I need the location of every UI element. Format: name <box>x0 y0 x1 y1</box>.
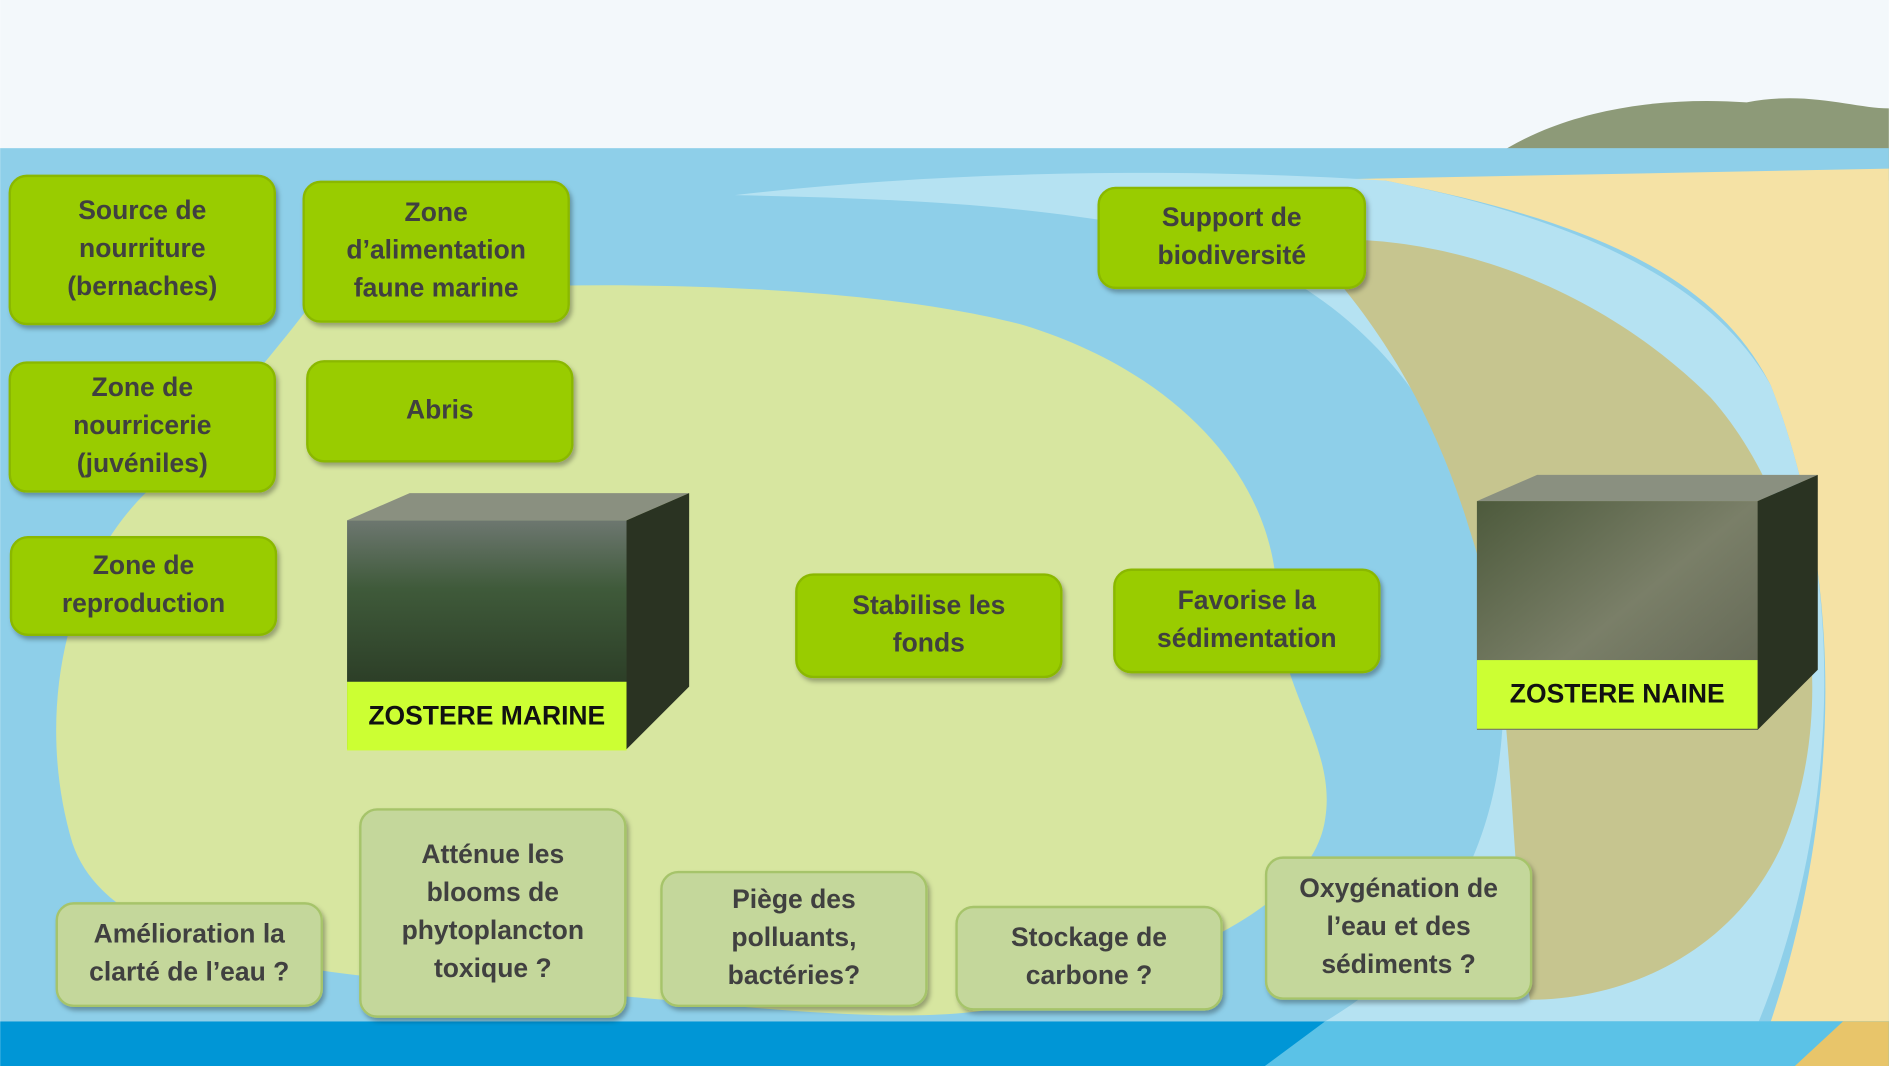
service-label: biodiversité <box>1157 240 1306 270</box>
service-label: blooms de <box>427 877 559 907</box>
service-label: clarté de l’eau ? <box>89 957 289 987</box>
service-label: Piège des <box>732 884 856 914</box>
service-label: l’eau et des <box>1326 911 1470 941</box>
service-label: nourriture <box>79 233 206 263</box>
service-label: fonds <box>893 628 965 658</box>
service-label: Zone <box>405 197 468 227</box>
service-label: polluants, <box>731 922 856 952</box>
service-label: Zone de <box>93 550 195 580</box>
service-label: bactéries? <box>728 960 861 990</box>
service-label: Favorise la <box>1178 585 1317 615</box>
species-label: ZOSTERE NAINE <box>1510 679 1725 709</box>
service-label: Zone de <box>92 372 194 402</box>
service-label: Support de <box>1162 202 1302 232</box>
service-label: Stabilise les <box>852 590 1005 620</box>
service-label: Amélioration la <box>94 919 286 949</box>
service-label: nourricerie <box>73 410 211 440</box>
service-label: Oxygénation de <box>1299 873 1498 903</box>
service-label: faune marine <box>354 273 519 303</box>
service-label: Stockage de <box>1011 922 1167 952</box>
service-label: d’alimentation <box>346 235 526 265</box>
service-label: (bernaches) <box>67 271 217 301</box>
service-label: Atténue les <box>421 839 564 869</box>
page: ZOSTERE MARINE ZOSTERE NAINE Source de nou… <box>0 0 1889 1066</box>
service-label: reproduction <box>62 588 225 618</box>
service-label: Abris <box>406 394 474 424</box>
species-label: ZOSTERE MARINE <box>368 700 605 730</box>
service-label: (juvéniles) <box>77 448 208 478</box>
service-label: carbone ? <box>1026 960 1153 990</box>
service-label: Source de <box>78 195 206 225</box>
bottom-band-light <box>1265 1021 1889 1066</box>
service-label: toxique ? <box>434 953 552 983</box>
service-label: sédimentation <box>1157 623 1337 653</box>
diagram: ZOSTERE MARINE ZOSTERE NAINE Source de nou… <box>0 0 1889 1066</box>
service-label: sédiments ? <box>1321 949 1476 979</box>
service-label: phytoplancton <box>402 915 584 945</box>
